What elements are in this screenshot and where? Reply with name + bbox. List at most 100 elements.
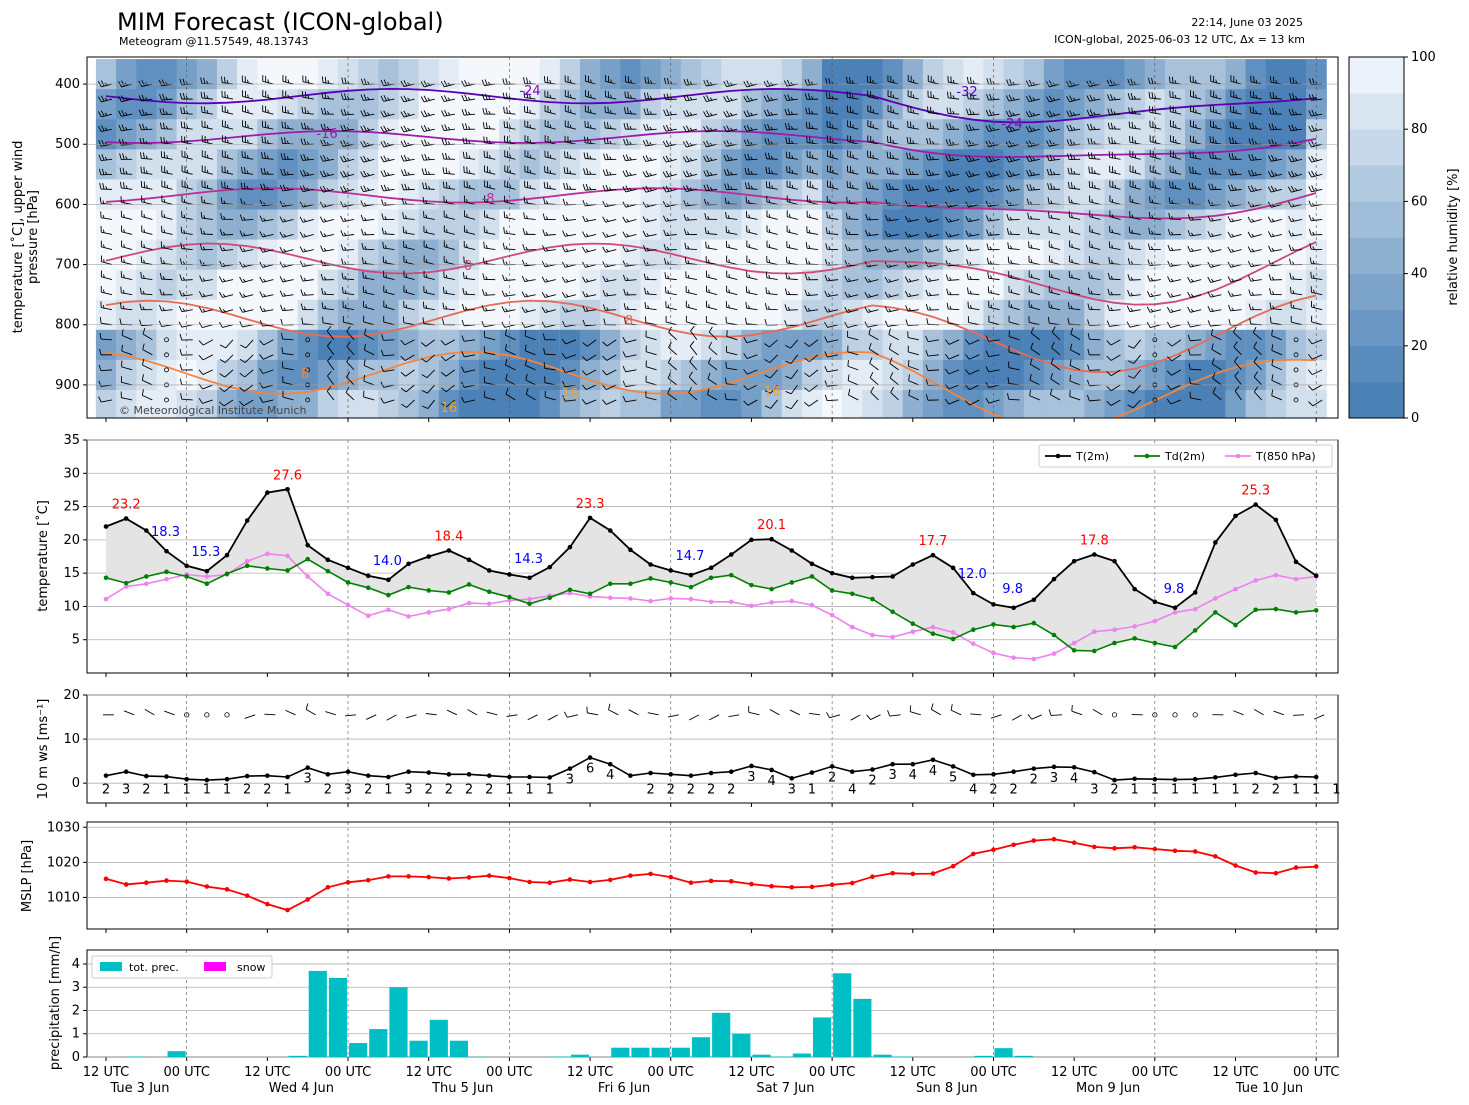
wind-barb-flag <box>965 339 970 345</box>
wind-barb <box>605 309 617 311</box>
wind-barb-flag <box>967 287 969 294</box>
wind-barb-flag <box>340 215 344 222</box>
wind-barb-flag <box>582 231 586 238</box>
wind-barb <box>1253 346 1262 356</box>
wind-barb <box>101 246 113 250</box>
humidity-cell <box>1023 389 1045 418</box>
wind-barb-flag <box>688 304 690 308</box>
wind-barb-flag <box>764 152 768 159</box>
humidity-cell <box>721 389 742 418</box>
wind-barb-flag <box>1168 76 1171 83</box>
wind-barb-flag <box>525 359 528 366</box>
wind-barb <box>1291 292 1303 296</box>
wind-barb-flag <box>562 381 566 388</box>
wind-barb <box>1230 234 1242 238</box>
wind-barb-flag <box>928 277 932 282</box>
wind-barb <box>383 306 395 311</box>
wind-barb <box>1211 334 1222 341</box>
t850-point <box>486 601 492 607</box>
wind-barb-flag <box>1087 364 1090 371</box>
wind-barb-flag <box>931 156 935 160</box>
wind-barb-flag <box>242 293 246 298</box>
wind-barb-flag <box>360 125 364 132</box>
wind-barb <box>847 309 859 313</box>
wind-barb-flag <box>403 125 408 132</box>
wind-barb <box>1008 276 1020 281</box>
wind-barb-flag <box>542 213 546 220</box>
wind-barb-flag <box>1008 125 1013 132</box>
wind-barb <box>1210 279 1222 283</box>
wind-barb-flag <box>360 185 364 192</box>
wind-barb-flag <box>666 261 670 265</box>
wind-barb-flag <box>367 96 370 100</box>
wind-barb-flag <box>543 181 546 188</box>
wind-barb <box>887 294 899 298</box>
wind-barb-flag <box>1190 248 1194 252</box>
wind-barb-flag <box>222 231 226 236</box>
wind-barb <box>484 367 496 371</box>
wind-barb <box>847 249 859 251</box>
wind-barb-flag <box>565 248 569 252</box>
wind-barb-flag <box>246 170 249 174</box>
humidity-cell <box>519 389 541 418</box>
wind-barb-flag <box>947 317 949 324</box>
wind-barb-flag <box>1289 77 1292 84</box>
wind-barb-flag <box>405 259 408 263</box>
wind-barb <box>244 354 254 363</box>
wind-barb-flag <box>646 276 649 280</box>
wind-barb-flag <box>968 139 972 146</box>
wind-barb-flag <box>728 289 730 293</box>
wind-barb-flag <box>851 94 854 99</box>
wind-barb <box>544 234 556 236</box>
wind-barb-flag <box>420 125 425 132</box>
wind-barb-flag <box>360 110 364 117</box>
wind-barb <box>383 291 395 296</box>
wind-barb-flag <box>345 386 350 393</box>
wind-barb-flag <box>284 121 287 129</box>
wind-barb-flag <box>905 200 909 207</box>
wind-barb-flag <box>320 107 324 115</box>
wind-barb-flag <box>1208 167 1211 174</box>
wind-barb <box>1030 348 1041 356</box>
wind-barb-flag <box>685 155 690 162</box>
wind-barb <box>1008 306 1020 311</box>
wind-barb-flag <box>683 110 687 117</box>
wind-barb-flag <box>226 94 229 99</box>
wind-barb-flag <box>989 93 992 100</box>
wind-barb <box>565 339 577 345</box>
wind-barb-flag <box>1269 107 1272 115</box>
wind-barb-flag <box>383 110 388 117</box>
wind-barb <box>100 369 113 372</box>
wind-barb <box>1170 264 1182 267</box>
wind-barb-flag <box>662 201 667 207</box>
wind-barb-flag <box>1007 242 1010 249</box>
wind-barb-flag <box>1194 79 1197 84</box>
wind-barb <box>1291 203 1303 208</box>
wind-barb <box>707 378 718 386</box>
wind-barb-flag <box>402 212 405 219</box>
wind-barb <box>968 321 980 326</box>
wind-barb <box>948 249 960 253</box>
wind-barb <box>1170 384 1182 391</box>
wind-barb <box>1109 216 1121 220</box>
wind-barb-flag <box>868 200 871 205</box>
wind-barb-flag <box>1311 155 1315 162</box>
wind-barb-flag <box>501 306 506 313</box>
wind-barb-flag <box>364 274 367 279</box>
wind-barb <box>1089 277 1101 281</box>
wind-barb <box>383 276 395 281</box>
wind-barb <box>403 291 415 296</box>
wind-barb-flag <box>380 349 384 357</box>
wind-barb-flag <box>764 138 768 145</box>
wind-barb-flag <box>687 260 690 264</box>
wind-barb <box>121 276 133 281</box>
wind-barb <box>141 261 153 266</box>
wind-barb <box>404 339 415 346</box>
wind-barb <box>606 354 617 361</box>
wind-barb-flag <box>445 305 448 310</box>
humidity-field <box>95 59 1327 418</box>
wind-barb-flag <box>266 170 269 175</box>
wind-barb-flag <box>223 200 226 204</box>
wind-barb-flag <box>972 95 975 100</box>
wind-barb-flag <box>342 286 344 294</box>
